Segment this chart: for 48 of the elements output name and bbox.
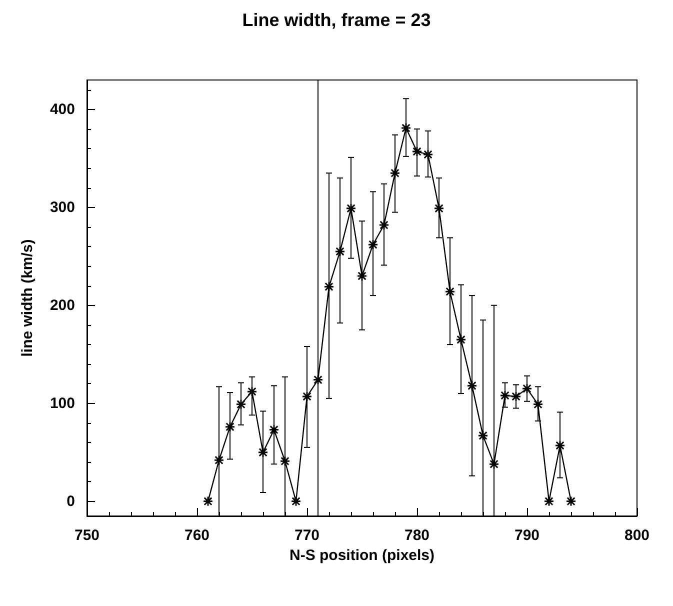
point <box>268 424 280 436</box>
y-tick-label: 300 <box>50 198 75 216</box>
point <box>324 281 334 292</box>
x-tick-label: 770 <box>294 527 320 544</box>
point <box>566 496 576 507</box>
point <box>488 458 500 470</box>
point <box>412 146 422 157</box>
point <box>500 390 510 401</box>
x-axis-title: N-S position (pixels) <box>289 546 435 564</box>
point <box>478 430 488 441</box>
point <box>422 149 434 160</box>
point <box>378 220 390 230</box>
point <box>356 270 368 282</box>
point <box>290 496 302 507</box>
x-tick-label: 800 <box>624 527 650 544</box>
point <box>246 386 258 397</box>
point <box>258 447 268 458</box>
point <box>400 122 412 134</box>
point <box>236 399 246 410</box>
point <box>302 391 312 402</box>
point <box>280 456 290 466</box>
y-axis-title: line width (km/s) <box>19 239 36 357</box>
point <box>390 168 400 178</box>
point <box>532 399 544 410</box>
x-tick-label: 790 <box>514 527 540 544</box>
point <box>444 286 456 297</box>
point <box>510 391 522 402</box>
x-tick-label: 750 <box>74 527 100 544</box>
point <box>224 422 236 432</box>
point <box>554 440 566 451</box>
point <box>544 496 554 507</box>
point <box>346 203 356 214</box>
point <box>312 374 324 386</box>
y-tick-label: 400 <box>50 100 75 118</box>
point <box>214 454 224 466</box>
y-tick-label: 200 <box>50 296 75 314</box>
point <box>466 380 478 391</box>
y-tick-label: 0 <box>66 492 75 510</box>
x-tick-label: 760 <box>184 527 210 544</box>
point <box>434 203 444 214</box>
point <box>368 239 378 250</box>
point <box>334 246 346 257</box>
y-tick-label: 100 <box>50 394 75 412</box>
chart-title: Line width, frame = 23 <box>242 10 431 30</box>
point <box>522 383 532 394</box>
point <box>202 496 214 507</box>
point <box>456 334 466 345</box>
x-tick-label: 780 <box>404 527 430 544</box>
